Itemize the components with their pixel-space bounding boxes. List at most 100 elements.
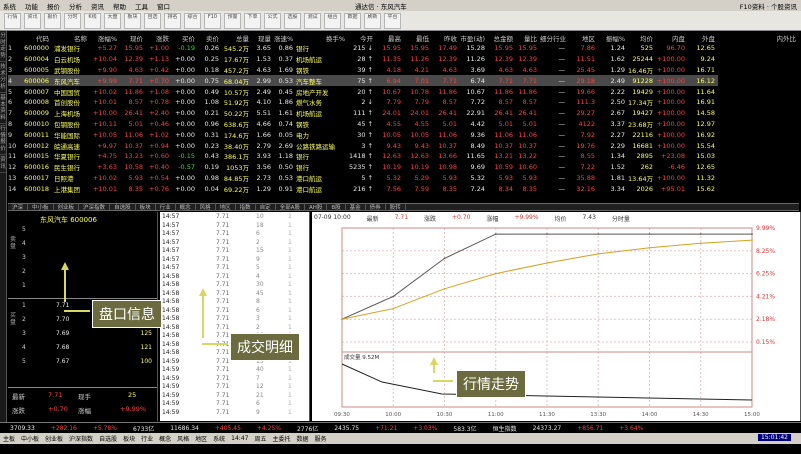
column-header[interactable]: 量比	[524, 35, 537, 43]
menu-item-function[interactable]: 功能	[25, 2, 38, 11]
category-tab-5[interactable]: 板块	[136, 203, 156, 211]
column-header[interactable]: 昨收	[444, 35, 457, 43]
category-tab-6[interactable]: 行业	[156, 203, 176, 211]
menu-item-help[interactable]: 帮助	[113, 2, 126, 11]
toolbar-button-5[interactable]: 大盘	[104, 12, 121, 29]
column-header[interactable]: 外盘	[702, 35, 715, 43]
quote-row[interactable]: 10 600012 皖通高速 +9.97 10.37 +0.94 +0.00 0.23 38.4…	[8, 140, 799, 151]
column-header[interactable]: 名称	[74, 35, 87, 43]
status2-item[interactable]: 风格	[177, 436, 190, 443]
category-tab-2[interactable]: 创业板	[54, 203, 80, 211]
toolbar-button-13[interactable]: 公式	[264, 12, 281, 29]
category-tab-8[interactable]: 风格	[196, 203, 216, 211]
quote-row[interactable]: 2 600004 白云机场 +10.04 12.39 +1.13 +0.00 0.25 17.6…	[8, 54, 799, 65]
status2-item[interactable]: 自选股	[99, 436, 118, 443]
intraday-chart[interactable]: 9.99% 8.25% 6.25% 4.21% 2.18% 0.15% 09:30 10:00…	[312, 222, 801, 421]
side-tab-1[interactable]: 技术分析	[0, 62, 6, 93]
toolbar-button-3[interactable]: 分时	[64, 12, 81, 29]
status2-item[interactable]: 概念	[159, 436, 172, 443]
category-tab-10[interactable]: 指数	[236, 203, 256, 211]
quote-row[interactable]: 12 600016 民生银行 +3.63 10.58 +0.40 -0.57 0.19 1053…	[8, 162, 799, 173]
column-header[interactable]: 市盈(动)	[460, 35, 485, 43]
toolbar-button-16[interactable]: 组合	[324, 12, 341, 29]
menu-item-quote[interactable]: 报价	[47, 2, 60, 11]
column-header[interactable]: 内盘	[672, 35, 685, 43]
toolbar-button-1[interactable]: 资讯	[24, 12, 41, 29]
status2-item[interactable]: 主板	[3, 436, 16, 443]
toolbar-button-18[interactable]: 刷新	[364, 12, 381, 29]
column-header[interactable]: 细分行业	[540, 35, 566, 43]
toolbar-button-2[interactable]: 报价	[44, 12, 61, 29]
category-tab-15[interactable]: 基金	[346, 203, 366, 211]
category-tab-16[interactable]: 债券	[366, 203, 386, 211]
quote-row[interactable]: 11 600015 华夏银行 +4.75 13.23 +0.60 -0.15 0.43 386.…	[8, 151, 799, 162]
toolbar-button-17[interactable]: 数据	[344, 12, 361, 29]
status2-item[interactable]: 沪深指数	[69, 436, 94, 443]
category-tab-0[interactable]: 沪深	[8, 203, 29, 211]
menu-item-analysis[interactable]: 分析	[69, 2, 82, 11]
toolbar-button-6[interactable]: 板块	[124, 12, 141, 29]
status2-item[interactable]: 创业板	[45, 436, 64, 443]
column-header[interactable]: 涨跌	[156, 35, 169, 43]
category-tab-14[interactable]: B股	[327, 203, 346, 211]
column-header[interactable]: 买价	[182, 35, 195, 43]
status2-item[interactable]: 系统	[213, 436, 226, 443]
category-tab-11[interactable]: 自定	[256, 203, 276, 211]
menu-item-tools[interactable]: 工具	[135, 2, 148, 11]
status2-item[interactable]: 数据	[296, 436, 309, 443]
column-header[interactable]: 现量	[258, 35, 271, 43]
status2-item[interactable]: 14:47	[231, 435, 249, 442]
column-header[interactable]: 总金额	[493, 35, 514, 43]
category-tab-17[interactable]: 股转	[386, 203, 406, 211]
column-header[interactable]: 振幅%	[605, 35, 625, 43]
menu-item-system[interactable]: 系统	[3, 2, 16, 11]
toolbar-button-14[interactable]: 选股	[284, 12, 301, 29]
column-header[interactable]: 代码	[36, 35, 49, 43]
menu-right-info[interactable]: F10资料 · 个股资讯	[739, 2, 797, 11]
quote-row[interactable]: 6 600008 首创股份 +10.01 8.57 +0.78 +0.00 1.08 51.92…	[8, 97, 799, 108]
toolbar-button-7[interactable]: 自选	[144, 12, 161, 29]
status2-item[interactable]: 板块	[123, 436, 136, 443]
menu-item-news[interactable]: 资讯	[91, 2, 104, 11]
column-header[interactable]: 涨速%	[274, 35, 294, 43]
menu-item-window[interactable]: 窗口	[157, 2, 170, 11]
toolbar-button-4[interactable]: K线	[84, 12, 101, 29]
column-header[interactable]: 最高	[388, 35, 401, 43]
status2-item[interactable]: 周五	[254, 436, 267, 443]
side-tab-2[interactable]: 基本资料	[0, 93, 6, 124]
column-header[interactable]: 涨幅%	[97, 35, 117, 43]
quote-row[interactable]: 7 600009 上海机场 +10.00 26.41 +2.40 +0.00 0.21 50.2…	[8, 108, 799, 119]
status2-item[interactable]: 中小板	[21, 436, 40, 443]
toolbar-button-12[interactable]: 下单	[244, 12, 261, 29]
toolbar-button-9[interactable]: 综合	[184, 12, 201, 29]
column-header[interactable]: 内外比	[776, 35, 797, 43]
category-tab-4[interactable]: 自选股	[110, 203, 136, 211]
quote-row[interactable]: 1 600000 浦发银行 +5.27 15.95 +1.00 -0.19 0.26 545.2…	[8, 43, 799, 54]
column-header[interactable]: 换手%	[325, 35, 345, 43]
category-tab-9[interactable]: 地区	[216, 203, 236, 211]
quote-row[interactable]: 4 600006 东风汽车 +9.99 7.71 +0.70 +0.00 0.75 68.04万…	[8, 75, 799, 87]
toolbar-button-0[interactable]: 行情	[4, 12, 21, 29]
column-header[interactable]: 总量	[236, 35, 249, 43]
category-tab-12[interactable]: 全部A股	[276, 203, 305, 211]
quote-row[interactable]: 13 600017 日照港 +10.02 5.93 +0.54 +0.00 0.98 84.85…	[8, 173, 799, 184]
column-header[interactable]: 地区	[582, 35, 595, 43]
quote-row[interactable]: 3 600005 武钢股份 +9.90 4.63 +0.42 +0.00 0.18 457.2万…	[8, 65, 799, 76]
toolbar-button-19[interactable]: 平台	[384, 12, 401, 29]
quote-row[interactable]: 14 600018 上港集团 +10.01 8.35 +0.76 +0.00 0.04 69.2…	[8, 183, 799, 194]
status2-item[interactable]: 服务	[314, 436, 327, 443]
toolbar-button-10[interactable]: F10	[204, 12, 221, 29]
status2-item[interactable]: 地区	[195, 436, 208, 443]
side-tab-3[interactable]: 行情报价	[0, 124, 6, 155]
status2-item[interactable]: 行业	[141, 436, 154, 443]
side-tab-4[interactable]: 资讯	[0, 155, 6, 173]
column-header[interactable]: 现价	[130, 35, 143, 43]
column-header[interactable]: 最低	[416, 35, 429, 43]
toolbar-button-11[interactable]: 预警	[224, 12, 241, 29]
category-tab-13[interactable]: AH股	[305, 203, 328, 211]
status2-item[interactable]: 主委托	[272, 436, 291, 443]
category-tab-1[interactable]: 中小板	[28, 203, 54, 211]
side-tab-0[interactable]: 分时走势	[0, 31, 6, 62]
column-header[interactable]	[8, 33, 22, 43]
column-header[interactable]: 均价	[640, 35, 653, 43]
